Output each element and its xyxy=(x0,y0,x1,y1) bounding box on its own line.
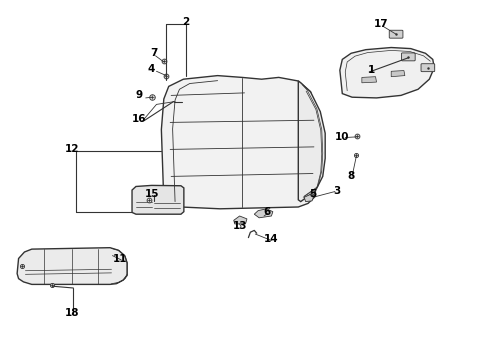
Text: 2: 2 xyxy=(182,17,189,27)
Text: 9: 9 xyxy=(136,90,142,100)
Polygon shape xyxy=(254,209,272,218)
Polygon shape xyxy=(161,76,315,209)
Text: 13: 13 xyxy=(232,221,246,231)
Polygon shape xyxy=(339,48,433,98)
FancyBboxPatch shape xyxy=(388,30,402,38)
Polygon shape xyxy=(132,185,183,214)
Text: 3: 3 xyxy=(333,186,340,196)
Text: 6: 6 xyxy=(263,207,269,217)
Text: 4: 4 xyxy=(147,64,155,74)
Polygon shape xyxy=(390,71,404,77)
Text: 8: 8 xyxy=(347,171,354,181)
Text: 16: 16 xyxy=(132,114,146,124)
Text: 14: 14 xyxy=(264,234,278,244)
Polygon shape xyxy=(298,81,325,202)
Text: 17: 17 xyxy=(373,19,388,30)
FancyBboxPatch shape xyxy=(401,53,414,61)
Polygon shape xyxy=(17,248,127,284)
Text: 10: 10 xyxy=(334,132,349,142)
Text: 15: 15 xyxy=(144,189,159,199)
Text: 11: 11 xyxy=(112,254,127,264)
FancyBboxPatch shape xyxy=(420,64,434,72)
Text: 5: 5 xyxy=(309,189,316,199)
Polygon shape xyxy=(304,194,313,202)
Text: 12: 12 xyxy=(65,144,80,154)
Polygon shape xyxy=(361,77,376,83)
Text: 1: 1 xyxy=(367,65,374,75)
Text: 18: 18 xyxy=(65,308,80,318)
Polygon shape xyxy=(233,216,246,224)
Text: 7: 7 xyxy=(150,48,158,58)
